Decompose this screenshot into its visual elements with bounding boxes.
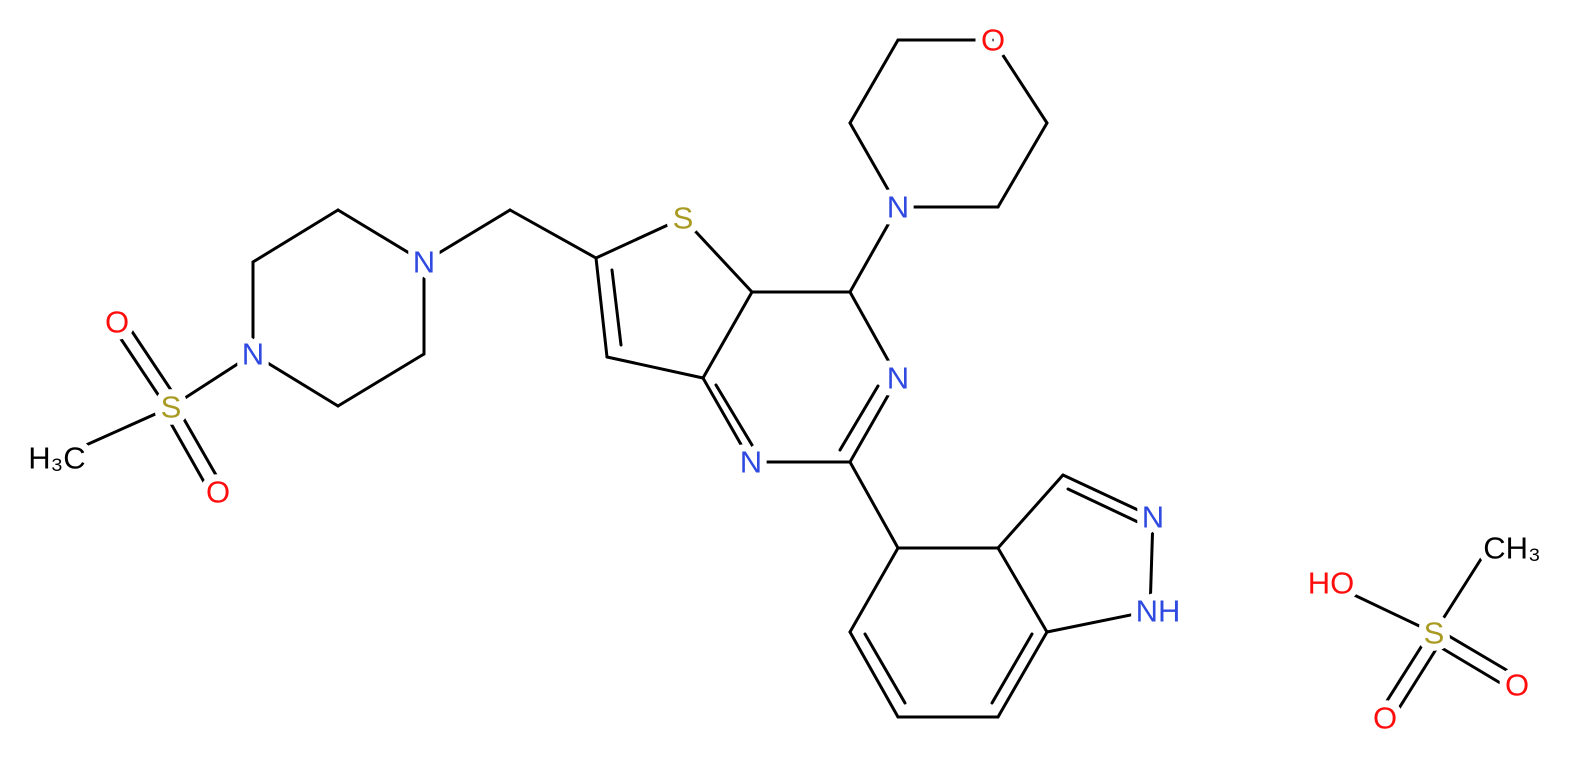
atom-label: O (981, 23, 1005, 58)
atom-label: O (105, 305, 129, 340)
atom-label: HO (1308, 566, 1355, 601)
atom-label: H₃C (28, 441, 85, 476)
atom-label: N (887, 361, 909, 396)
atom-label: S (1424, 616, 1445, 651)
atom-label: N (887, 190, 909, 225)
atom-labels: O N S N N O S H₃C O N N N NH HO S CH₃ O … (21, 16, 1547, 743)
atom-label: N (242, 337, 264, 372)
atom-label: S (673, 201, 694, 236)
atom-label: S (161, 390, 182, 425)
atom-label: CH₃ (1483, 531, 1540, 566)
atom-label: N (740, 445, 762, 480)
atom-label: NH (1136, 594, 1181, 629)
atom-label: O (1505, 668, 1529, 703)
atom-label: N (413, 245, 435, 280)
atom-label: O (1373, 701, 1397, 736)
atom-label: N (1142, 500, 1164, 535)
atom-label: O (206, 475, 230, 510)
bonds (55, 38, 1522, 723)
